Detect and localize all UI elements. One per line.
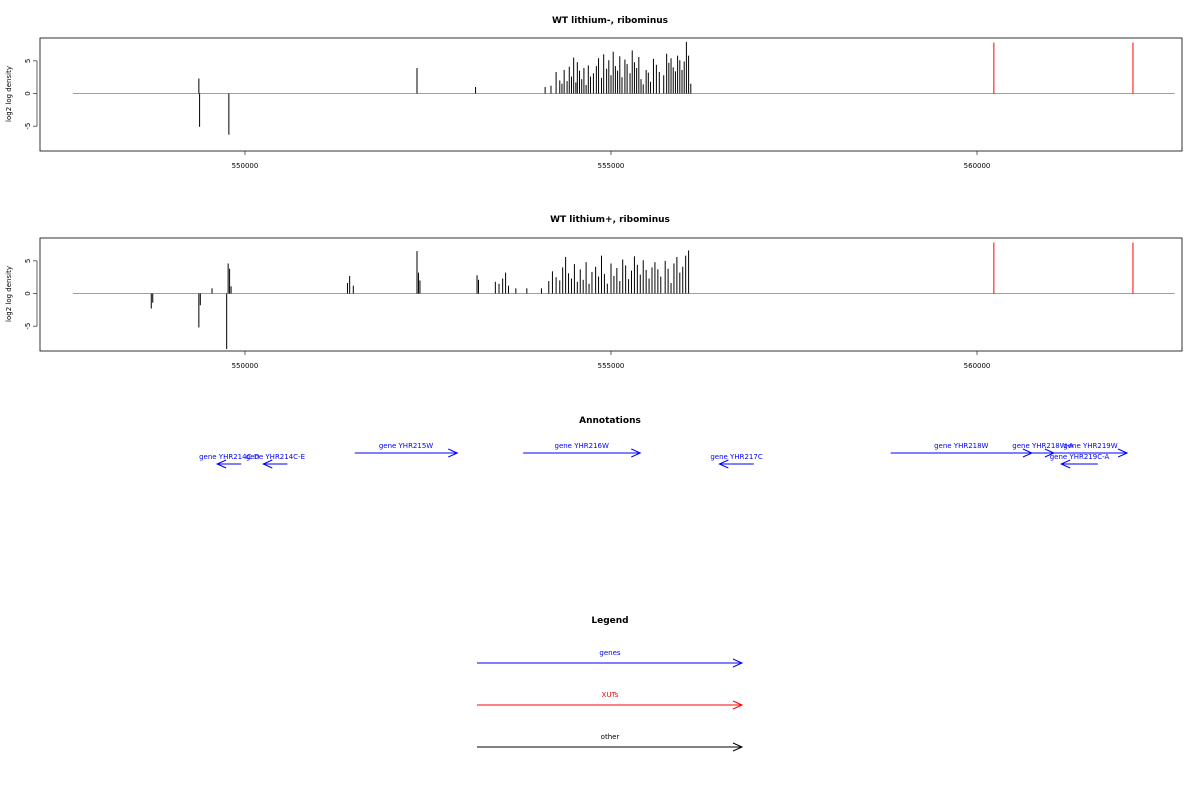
density-marks xyxy=(72,41,1175,135)
gene-feature-label: gene YHR218W xyxy=(934,442,988,450)
x-axis: 550000 555000 560000 xyxy=(232,351,991,370)
legend: Legend genes XUTs other xyxy=(477,616,744,752)
gene-feature-arrow: gene YHR215W xyxy=(354,442,459,458)
y-axis-label: log2 log density xyxy=(5,66,13,122)
y-tick-label: -5 xyxy=(24,323,32,330)
density-panel-lithium-plus: WT lithium+, ribominus log2 log density … xyxy=(5,215,1183,370)
gene-feature-arrow: gene YHR217C xyxy=(710,453,763,469)
gene-feature-arrow: gene YHR219C-A xyxy=(1050,453,1110,469)
gene-feature-arrow: gene YHR214C-D xyxy=(199,453,259,469)
x-tick-label: 560000 xyxy=(964,162,991,170)
legend-item-xuts: XUTs xyxy=(477,691,744,710)
gene-feature-label: gene YHR214C-D xyxy=(199,453,259,461)
gene-feature-label: gene YHR215W xyxy=(379,442,433,450)
x-tick-label: 555000 xyxy=(598,162,625,170)
gene-feature-label: gene YHR218W-A xyxy=(1012,442,1073,450)
x-tick-label: 555000 xyxy=(598,362,625,370)
density-panel-lithium-minus: WT lithium-, ribominus log2 log density … xyxy=(5,16,1183,170)
arrow-head xyxy=(215,459,227,469)
legend-item-label: genes xyxy=(599,649,620,657)
legend-item-genes: genes xyxy=(477,649,744,668)
x-tick-label: 550000 xyxy=(232,162,259,170)
annotations-title: Annotations xyxy=(579,416,641,426)
y-tick-label: 0 xyxy=(24,291,32,295)
legend-item-other: other xyxy=(477,733,744,752)
y-axis-label: log2 log density xyxy=(5,266,13,322)
x-tick-label: 550000 xyxy=(232,362,259,370)
gene-feature-arrow: gene YHR214C-E xyxy=(246,453,305,469)
plot-frame xyxy=(39,237,1183,352)
arrow-head xyxy=(448,448,459,458)
chart-title: WT lithium+, ribominus xyxy=(550,215,670,225)
arrow-head xyxy=(718,459,729,469)
legend-item-label: XUTs xyxy=(602,691,619,699)
x-axis: 550000 555000 560000 xyxy=(232,151,991,170)
y-tick-label: 0 xyxy=(24,91,32,95)
gene-feature-arrow: gene YHR216W xyxy=(523,442,642,458)
gene-feature-label: gene YHR217C xyxy=(710,453,762,461)
legend-items: genes XUTs other xyxy=(477,649,744,752)
legend-title: Legend xyxy=(591,616,628,626)
x-tick-label: 560000 xyxy=(964,362,991,370)
plot-frame xyxy=(39,37,1183,152)
y-tick-label: 5 xyxy=(24,259,32,263)
arrow-head xyxy=(631,448,642,458)
legend-item-label: other xyxy=(601,733,620,741)
arrow-head xyxy=(262,459,273,469)
arrow-head xyxy=(1059,459,1071,469)
gene-feature-arrow: gene YHR218W xyxy=(890,442,1034,458)
gene-feature-label: gene YHR219C-A xyxy=(1050,453,1110,461)
arrow-head xyxy=(732,742,744,752)
y-tick-label: -5 xyxy=(24,123,32,130)
gene-feature-label: gene YHR216W xyxy=(555,442,609,450)
arrow-head xyxy=(732,658,744,668)
gene-feature-label: gene YHR214C-E xyxy=(246,453,305,461)
density-marks xyxy=(72,242,1175,350)
y-axis: -5 0 5 xyxy=(24,59,38,130)
gene-feature-arrow: gene YHR219W xyxy=(1053,442,1129,458)
y-axis: -5 0 5 xyxy=(24,259,38,330)
y-tick-label: 5 xyxy=(24,59,32,63)
chart-title: WT lithium-, ribominus xyxy=(552,16,668,26)
gene-feature-label: gene YHR219W xyxy=(1063,442,1117,450)
arrow-head xyxy=(1117,448,1129,458)
arrow-head xyxy=(732,700,744,710)
